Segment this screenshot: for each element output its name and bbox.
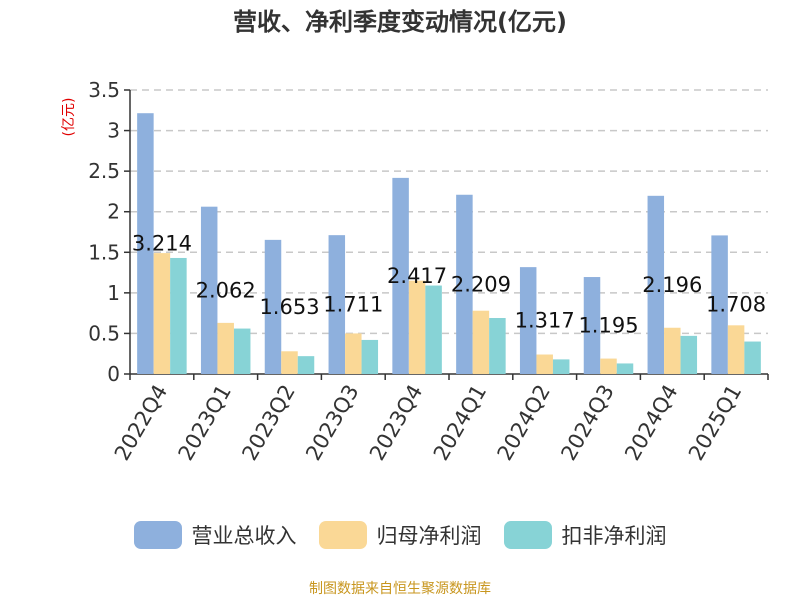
data-label: 2.209 [451, 272, 511, 296]
legend-item[interactable]: 营业总收入 [133, 520, 297, 550]
x-tick-label: 2023Q4 [365, 381, 427, 465]
bar-3 [425, 285, 442, 374]
bar-1 [647, 195, 665, 374]
data-label: 3.214 [132, 232, 192, 256]
data-label: 1.653 [259, 295, 319, 319]
bar-2 [408, 280, 426, 374]
data-label: 2.062 [196, 278, 256, 302]
bar-2 [536, 354, 553, 374]
bar-2 [153, 253, 171, 374]
bar-1 [519, 267, 537, 374]
x-tick-label: 2024Q1 [429, 381, 491, 465]
data-label: 2.196 [642, 273, 702, 297]
x-tick-label: 2022Q4 [110, 381, 172, 465]
y-tick-label: 1 [107, 281, 120, 305]
bar-1 [583, 277, 601, 374]
legend-item[interactable]: 归母净利润 [318, 520, 482, 550]
bar-1 [328, 235, 346, 374]
legend-swatch [318, 521, 367, 549]
bar-1 [200, 206, 218, 374]
bar-1 [711, 235, 728, 374]
x-tick-label: 2023Q3 [301, 381, 363, 465]
x-tick-label: 2024Q4 [620, 381, 682, 465]
data-label: 1.195 [578, 314, 638, 338]
y-tick-label: 0.5 [88, 321, 120, 345]
data-label: 1.711 [323, 293, 383, 317]
bar-2 [217, 322, 234, 374]
bar-3 [616, 363, 634, 374]
y-tick-label: 3.5 [88, 78, 120, 102]
bar-3 [170, 257, 187, 374]
legend-label: 归母净利润 [376, 524, 482, 548]
x-tick-label: 2023Q2 [237, 381, 299, 465]
legend: 营业总收入 归母净利润 扣非净利润 [0, 520, 800, 550]
bar-1 [456, 194, 473, 374]
bar-2 [345, 333, 362, 374]
legend-item[interactable]: 扣非净利润 [503, 520, 667, 550]
legend-label: 营业总收入 [191, 524, 297, 548]
x-tick-label: 2024Q2 [493, 381, 555, 465]
data-label: 1.317 [515, 309, 575, 333]
bar-3 [744, 341, 761, 374]
bar-2 [600, 358, 617, 374]
data-label: 2.417 [387, 264, 447, 288]
bar-2 [664, 327, 681, 374]
bar-3 [552, 359, 570, 374]
bar-3 [489, 318, 506, 374]
x-tick-label: 2023Q1 [174, 381, 236, 465]
bar-3 [297, 356, 315, 374]
bar-3 [233, 328, 251, 374]
y-tick-label: 3 [107, 119, 120, 143]
y-tick-label: 2.5 [88, 159, 120, 183]
bar-1 [264, 239, 282, 374]
bar-2 [281, 351, 298, 374]
y-tick-label: 0 [107, 362, 120, 386]
x-tick-label: 2025Q1 [684, 381, 746, 465]
bar-2 [472, 310, 490, 374]
bar-3 [361, 339, 379, 374]
legend-swatch [503, 521, 552, 549]
y-axis-unit: (亿元) [61, 98, 77, 137]
chart-title: 营收、净利季度变动情况(亿元) [233, 8, 567, 36]
y-tick-label: 2 [107, 200, 120, 224]
y-tick-label: 1.5 [88, 240, 120, 264]
data-label: 1.708 [706, 293, 766, 317]
source-note: 制图数据来自恒生聚源数据库 [309, 581, 491, 597]
x-tick-label: 2024Q3 [556, 381, 618, 465]
bar-1 [137, 113, 154, 375]
legend-swatch [133, 521, 182, 549]
bar-1 [392, 177, 409, 374]
bar-3 [680, 335, 698, 374]
bar-2 [727, 325, 745, 374]
bar-chart: 00.511.522.533.5(亿元)2022Q4 2023Q1 2023Q2 20… [61, 78, 769, 465]
legend-label: 扣非净利润 [561, 524, 667, 548]
